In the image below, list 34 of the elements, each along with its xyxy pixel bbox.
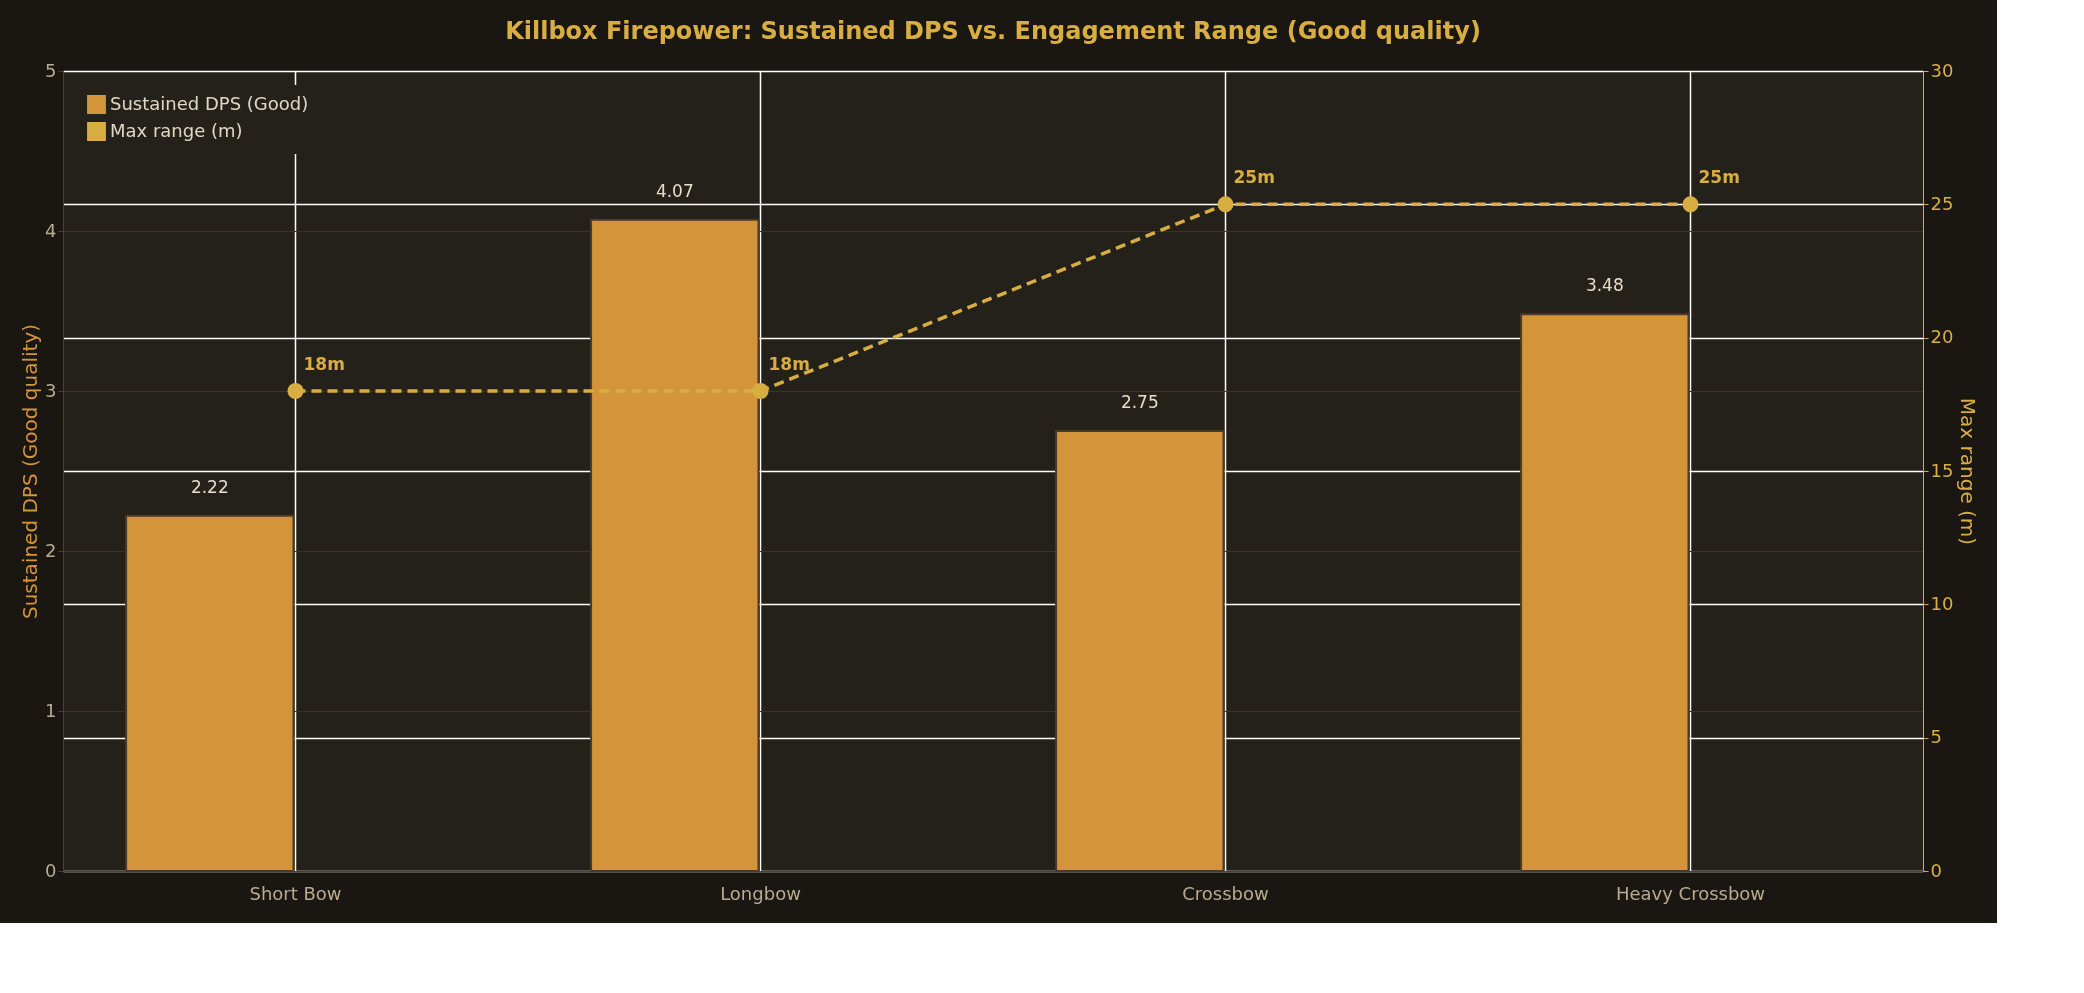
x-tick-label: Heavy Crossbow [1615,882,1766,904]
y2-tick-label: 15 [1930,459,1954,481]
bar [1520,313,1690,872]
chart-title: Killbox Firepower: Sustained DPS vs. Engagement Range (Good quality) [505,17,1481,45]
legend-label: Max range (m) [110,119,243,141]
data-label: 25m [1233,167,1275,188]
y-tick-label: 4 [45,219,57,241]
x-tick-label: Short Bow [249,882,342,904]
y-tick-label: 3 [45,379,57,401]
y-tick-label: 0 [45,859,57,881]
bar [125,514,295,872]
bar [590,218,760,872]
y2-tick-label: 30 [1930,59,1954,81]
data-label: 2.22 [190,476,229,497]
y2-tick-label: 0 [1930,859,1942,881]
data-label: 3.48 [1585,275,1624,296]
data-label: 18m [303,354,345,374]
y2-tick-label: 25 [1930,192,1954,214]
y2-tick-label: 10 [1930,592,1954,614]
y-tick-label: 1 [45,699,57,721]
y-tick-label: 5 [45,59,57,81]
data-label: 4.07 [655,180,694,201]
y2-tick-label: 20 [1930,326,1954,348]
data-label: 18m [768,354,810,374]
data-label: 2.75 [1120,392,1159,412]
y2-axis-title: Max range (m) [1956,397,1981,546]
y-tick-label: 2 [45,539,57,561]
x-tick-label: Longbow [720,882,801,904]
x-tick-label: Crossbow [1182,882,1269,904]
legend-label: Sustained DPS (Good) [110,92,309,114]
y2-tick-label: 5 [1930,726,1942,748]
y-axis-title: Sustained DPS (Good quality) [18,323,43,620]
data-label: 25m [1698,167,1740,188]
bar [1055,430,1225,872]
